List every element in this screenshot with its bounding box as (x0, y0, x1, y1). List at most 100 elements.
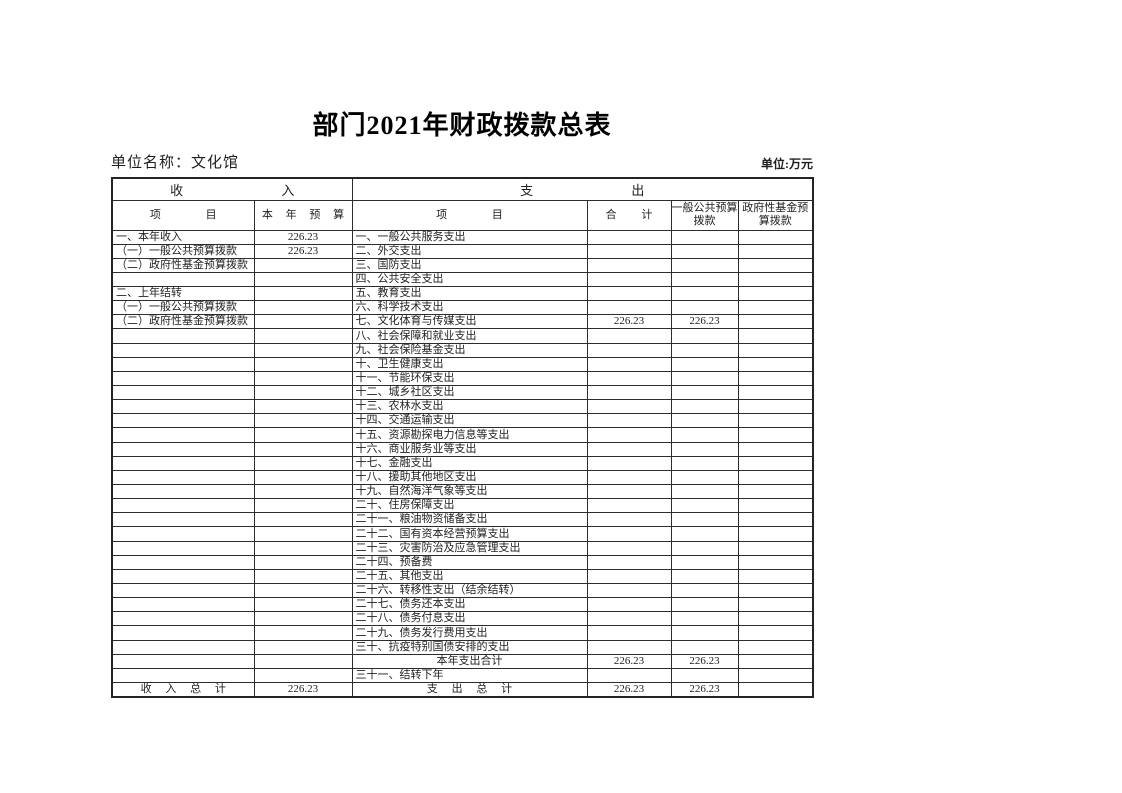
expense-item-cell: 二十二、国有资本经营预算支出 (351, 526, 588, 542)
table-row: 二十四、预备费 (111, 554, 814, 570)
expense-item-cell: 二十四、预备费 (351, 554, 588, 570)
table-row: 二、上年结转 五、教育支出 (111, 286, 814, 302)
total-cell (586, 639, 672, 655)
total-cell: 226.23 (586, 653, 672, 669)
expense-item-cell: 二十、住房保障支出 (351, 498, 588, 514)
expense-item-cell: 三十一、结转下年 (351, 667, 588, 684)
total-cell (586, 257, 672, 273)
income-amount-cell (253, 342, 353, 358)
general-budget-cell (670, 356, 739, 372)
general-budget-cell (670, 399, 739, 415)
total-cell (586, 370, 672, 387)
gov-fund-cell (737, 271, 814, 288)
expense-item-cell: 六、科学技术支出 (351, 300, 588, 316)
expense-item-cell: 二十一、粮油物资储备支出 (351, 512, 588, 528)
general-budget-cell (670, 554, 739, 570)
general-budget-cell (670, 370, 739, 387)
table-row: 二十九、债务发行费用支出 (111, 625, 814, 641)
expense-item-cell: 三十、抗疫特别国债安排的支出 (351, 639, 588, 655)
general-budget-cell (670, 526, 739, 542)
income-amount-cell (253, 597, 353, 613)
general-budget-cell: 226.23 (670, 314, 739, 330)
table-row: 四、公共安全支出 (111, 271, 814, 288)
expense-item-cell: 十四、交通运输支出 (351, 413, 588, 429)
general-budget-cell (670, 271, 739, 288)
total-cell (586, 526, 672, 542)
gov-fund-cell (737, 597, 814, 613)
general-budget-cell (670, 540, 739, 556)
income-item-cell (111, 639, 255, 655)
expense-item-cell: 十一、节能环保支出 (351, 370, 588, 387)
income-amount-cell (253, 356, 353, 372)
total-cell (586, 342, 672, 358)
income-item-cell (111, 342, 255, 358)
table-row: 十二、城乡社区支出 (111, 385, 814, 401)
expense-item-cell: 七、文化体育与传媒支出 (351, 314, 588, 330)
total-cell (586, 540, 672, 556)
expense-item-cell: 十六、商业服务业等支出 (351, 441, 588, 457)
gov-fund-cell (737, 399, 814, 415)
income-item-cell (111, 469, 255, 486)
gov-fund-cell (737, 385, 814, 401)
subtitle-row: 单位名称：文化馆 单位:万元 (111, 148, 813, 172)
income-amount-cell (253, 526, 353, 542)
general-budget-cell (670, 611, 739, 627)
expense-item-cell: 十二、城乡社区支出 (351, 385, 588, 401)
table-row: 二十三、灾害防治及应急管理支出 (111, 540, 814, 556)
total-cell (586, 554, 672, 570)
general-budget-cell (670, 568, 739, 585)
general-budget-cell (670, 385, 739, 401)
total-cell (586, 611, 672, 627)
income-amount-cell (253, 540, 353, 556)
gov-fund-cell (737, 469, 814, 486)
general-budget-cell (670, 441, 739, 457)
table-row: 十五、资源勘探电力信息等支出 (111, 427, 814, 443)
income-item-cell (111, 399, 255, 415)
general-budget-cell (670, 328, 739, 344)
table-row: 二十一、粮油物资储备支出 (111, 512, 814, 528)
income-item-cell (111, 625, 255, 641)
table-row: 十七、金融支出 (111, 455, 814, 471)
appropriation-table: 收 入 支 出 项 目 本 年 预 算 项 目 合 计 一般公共预算拨款 政府性… (111, 177, 815, 698)
gov-fund-cell (737, 342, 814, 358)
income-amount-cell (253, 554, 353, 570)
gov-fund-cell (737, 370, 814, 387)
expense-item-cell: 三、国防支出 (351, 257, 588, 273)
expense-section-header: 支 出 (351, 177, 814, 201)
income-amount-cell (253, 639, 353, 655)
table-row: （二）政府性基金预算拨款 三、国防支出 (111, 257, 814, 273)
income-amount-cell (253, 271, 353, 288)
income-amount-cell (253, 498, 353, 514)
table-row: 二十二、国有资本经营预算支出 (111, 526, 814, 542)
gov-fund-cell (737, 611, 814, 627)
table-row: 十九、自然海洋气象等支出 (111, 484, 814, 500)
total-cell (586, 229, 672, 245)
income-item-cell (111, 370, 255, 387)
table-row: 十、卫生健康支出 (111, 356, 814, 372)
income-item-cell (111, 540, 255, 556)
general-budget-cell (670, 498, 739, 514)
gov-fund-cell (737, 314, 814, 330)
gov-fund-cell (737, 257, 814, 273)
gov-fund-cell (737, 625, 814, 641)
total-cell (586, 271, 672, 288)
table-row: 九、社会保险基金支出 (111, 342, 814, 358)
expense-item-cell: 一、一般公共服务支出 (351, 229, 588, 245)
income-item-column-header: 项 目 (111, 199, 255, 231)
gov-fund-cell (737, 356, 814, 372)
gov-fund-cell (737, 653, 814, 669)
total-cell (586, 399, 672, 415)
income-amount-cell (253, 568, 353, 585)
expense-item-cell: 五、教育支出 (351, 286, 588, 302)
table-row: 二十五、其他支出 (111, 568, 814, 585)
table-row: 八、社会保障和就业支出 (111, 328, 814, 344)
income-item-cell: 二、上年结转 (111, 286, 255, 302)
general-budget-cell (670, 257, 739, 273)
table-row: （一）一般公共预算拨款 六、科学技术支出 (111, 300, 814, 316)
gov-fund-cell (737, 498, 814, 514)
income-item-cell: （一）一般公共预算拨款 (111, 300, 255, 316)
general-budget-cell (670, 484, 739, 500)
income-item-cell (111, 385, 255, 401)
table-row: 十一、节能环保支出 (111, 370, 814, 387)
table-row: 十六、商业服务业等支出 (111, 441, 814, 457)
